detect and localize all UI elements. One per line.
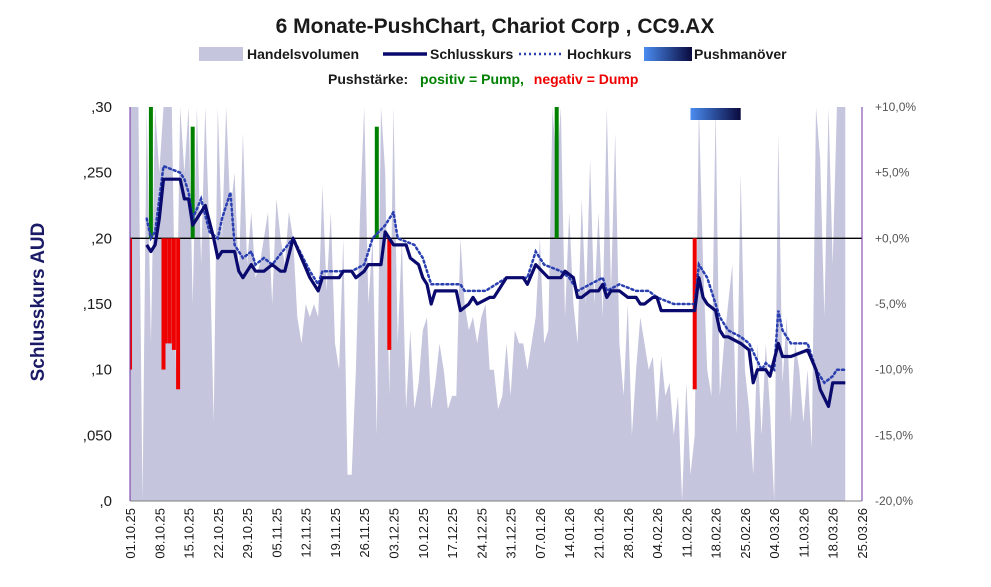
y2-tick-label: +0,0%: [875, 231, 910, 245]
x-tick-label: 10.12.25: [416, 508, 431, 559]
legend-push-label: Pushmanöver: [694, 46, 787, 62]
plot-area: [130, 107, 862, 501]
y2-tick-label: -5,0%: [875, 297, 907, 311]
legend-push-swatch: [644, 47, 692, 61]
push-bar-2: [161, 238, 166, 370]
push-bar-9: [387, 238, 392, 350]
high-series-line: [145, 164, 847, 385]
push-bar-3: [163, 238, 168, 344]
x-tick-label: 11.02.26: [679, 508, 694, 558]
pushstaerke-label: Pushstärke:: [328, 71, 408, 87]
x-tick-label: 22.10.25: [211, 508, 226, 559]
pushstaerke-negative: negativ = Dump: [534, 71, 639, 87]
legend-volume-label: Handelsvolumen: [247, 46, 359, 62]
x-tick-label: 26.11.25: [357, 508, 372, 558]
x-tick-label: 25.03.26: [855, 508, 870, 559]
x-tick-label: 07.01.26: [533, 508, 548, 559]
x-tick-label: 21.01.26: [592, 508, 607, 559]
push-bar-10: [554, 107, 559, 239]
push-bar-1: [148, 107, 153, 239]
x-tick-label: 04.02.26: [650, 508, 665, 559]
x-tick-label: 04.03.26: [767, 508, 782, 559]
x-tick-label: 17.12.25: [445, 508, 460, 559]
axes: ,0 ,050 ,10 ,150 ,20 ,250 ,30 -20,0% -15,0% -10,0…: [83, 99, 917, 559]
y-tick-label: ,10: [91, 362, 112, 379]
x-tick-label: 12.11.25: [299, 508, 314, 558]
legend: Handelsvolumen Schlusskurs Hochkurs Push…: [199, 46, 787, 62]
push-bar-6: [176, 238, 181, 390]
y-tick-label: ,20: [91, 230, 112, 247]
x-tick-label: 01.10.25: [123, 508, 138, 559]
x-tick-label: 05.11.25: [269, 508, 284, 558]
pushstaerke-caption: Pushstärke: positiv = Pump, negativ = Du…: [328, 71, 638, 87]
x-tick-label: 08.10.25: [152, 508, 167, 559]
x-tick-label: 11.03.26: [796, 508, 811, 558]
y-tick-label: ,250: [83, 165, 112, 182]
x-tick-label: 29.10.25: [240, 508, 255, 559]
push-bar-0: [130, 238, 132, 370]
x-tick-label: 25.02.26: [738, 508, 753, 559]
push-bar-5: [171, 238, 176, 350]
legend-high-label: Hochkurs: [567, 46, 632, 62]
x-tick-label: 31.12.25: [504, 508, 519, 559]
x-tick-label: 19.11.25: [328, 508, 343, 558]
push-bar-8: [374, 126, 379, 239]
x-tick-label: 14.01.26: [562, 508, 577, 559]
y2-tick-label: +5,0%: [875, 166, 910, 180]
y-tick-label: ,150: [83, 296, 112, 313]
push-bar-7: [190, 126, 195, 239]
y2-tick-label: -10,0%: [875, 363, 913, 377]
y-tick-label: ,0: [99, 493, 112, 510]
y-tick-label: ,30: [91, 99, 112, 116]
x-tick-label: 03.12.25: [387, 508, 402, 559]
x-tick-label: 28.01.26: [621, 508, 636, 559]
legend-close-label: Schlusskurs: [430, 46, 513, 62]
y2-tick-label: +10,0%: [875, 100, 916, 114]
x-tick-label: 24.12.25: [474, 508, 489, 559]
chart-title: 6 Monate-PushChart, Chariot Corp , CC9.A…: [276, 15, 715, 38]
volume-area: [130, 107, 846, 501]
x-tick-label: 15.10.25: [182, 508, 197, 559]
close-series-line: [145, 177, 846, 408]
y-tick-label: ,050: [83, 427, 112, 444]
y-axis-label: Schlusskurs AUD: [28, 223, 49, 382]
pushstaerke-positive: positiv = Pump,: [420, 71, 524, 87]
y2-tick-label: -15,0%: [875, 428, 913, 442]
legend-volume-swatch: [199, 47, 243, 61]
x-tick-label: 18.02.26: [709, 508, 724, 559]
x-tick-label: 18.03.26: [826, 508, 841, 559]
push-bar-11: [692, 238, 697, 390]
push-bar-4: [167, 238, 172, 344]
pushmanoever-marker: [690, 108, 741, 120]
y2-tick-label: -20,0%: [875, 494, 913, 508]
